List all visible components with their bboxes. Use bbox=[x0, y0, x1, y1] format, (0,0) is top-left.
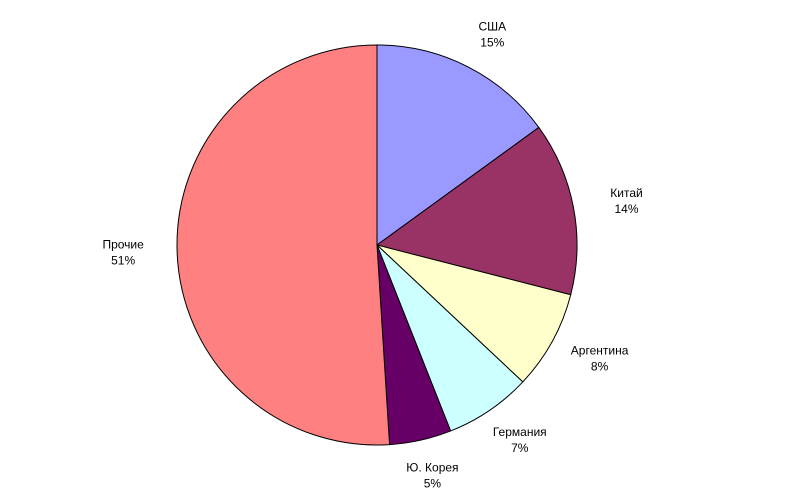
slice-label: США bbox=[478, 20, 506, 34]
slice-value-label: 5% bbox=[424, 476, 442, 490]
pie-slice bbox=[176, 44, 391, 446]
slice-value-label: 8% bbox=[591, 360, 609, 374]
slice-label: Ю. Корея bbox=[406, 460, 458, 474]
slice-label: Прочие bbox=[102, 237, 144, 251]
slice-value-label: 15% bbox=[480, 36, 504, 50]
slice-label: Германия bbox=[493, 425, 547, 439]
pie-slice bbox=[375, 126, 578, 296]
slice-value-label: 14% bbox=[614, 202, 638, 216]
pie-slice bbox=[376, 44, 540, 246]
slice-value-label: 51% bbox=[111, 253, 135, 267]
slice-label: Аргентина bbox=[571, 344, 629, 358]
slice-value-label: 7% bbox=[511, 441, 529, 455]
slice-label: Китай bbox=[610, 186, 642, 200]
pie-slice bbox=[376, 244, 572, 383]
